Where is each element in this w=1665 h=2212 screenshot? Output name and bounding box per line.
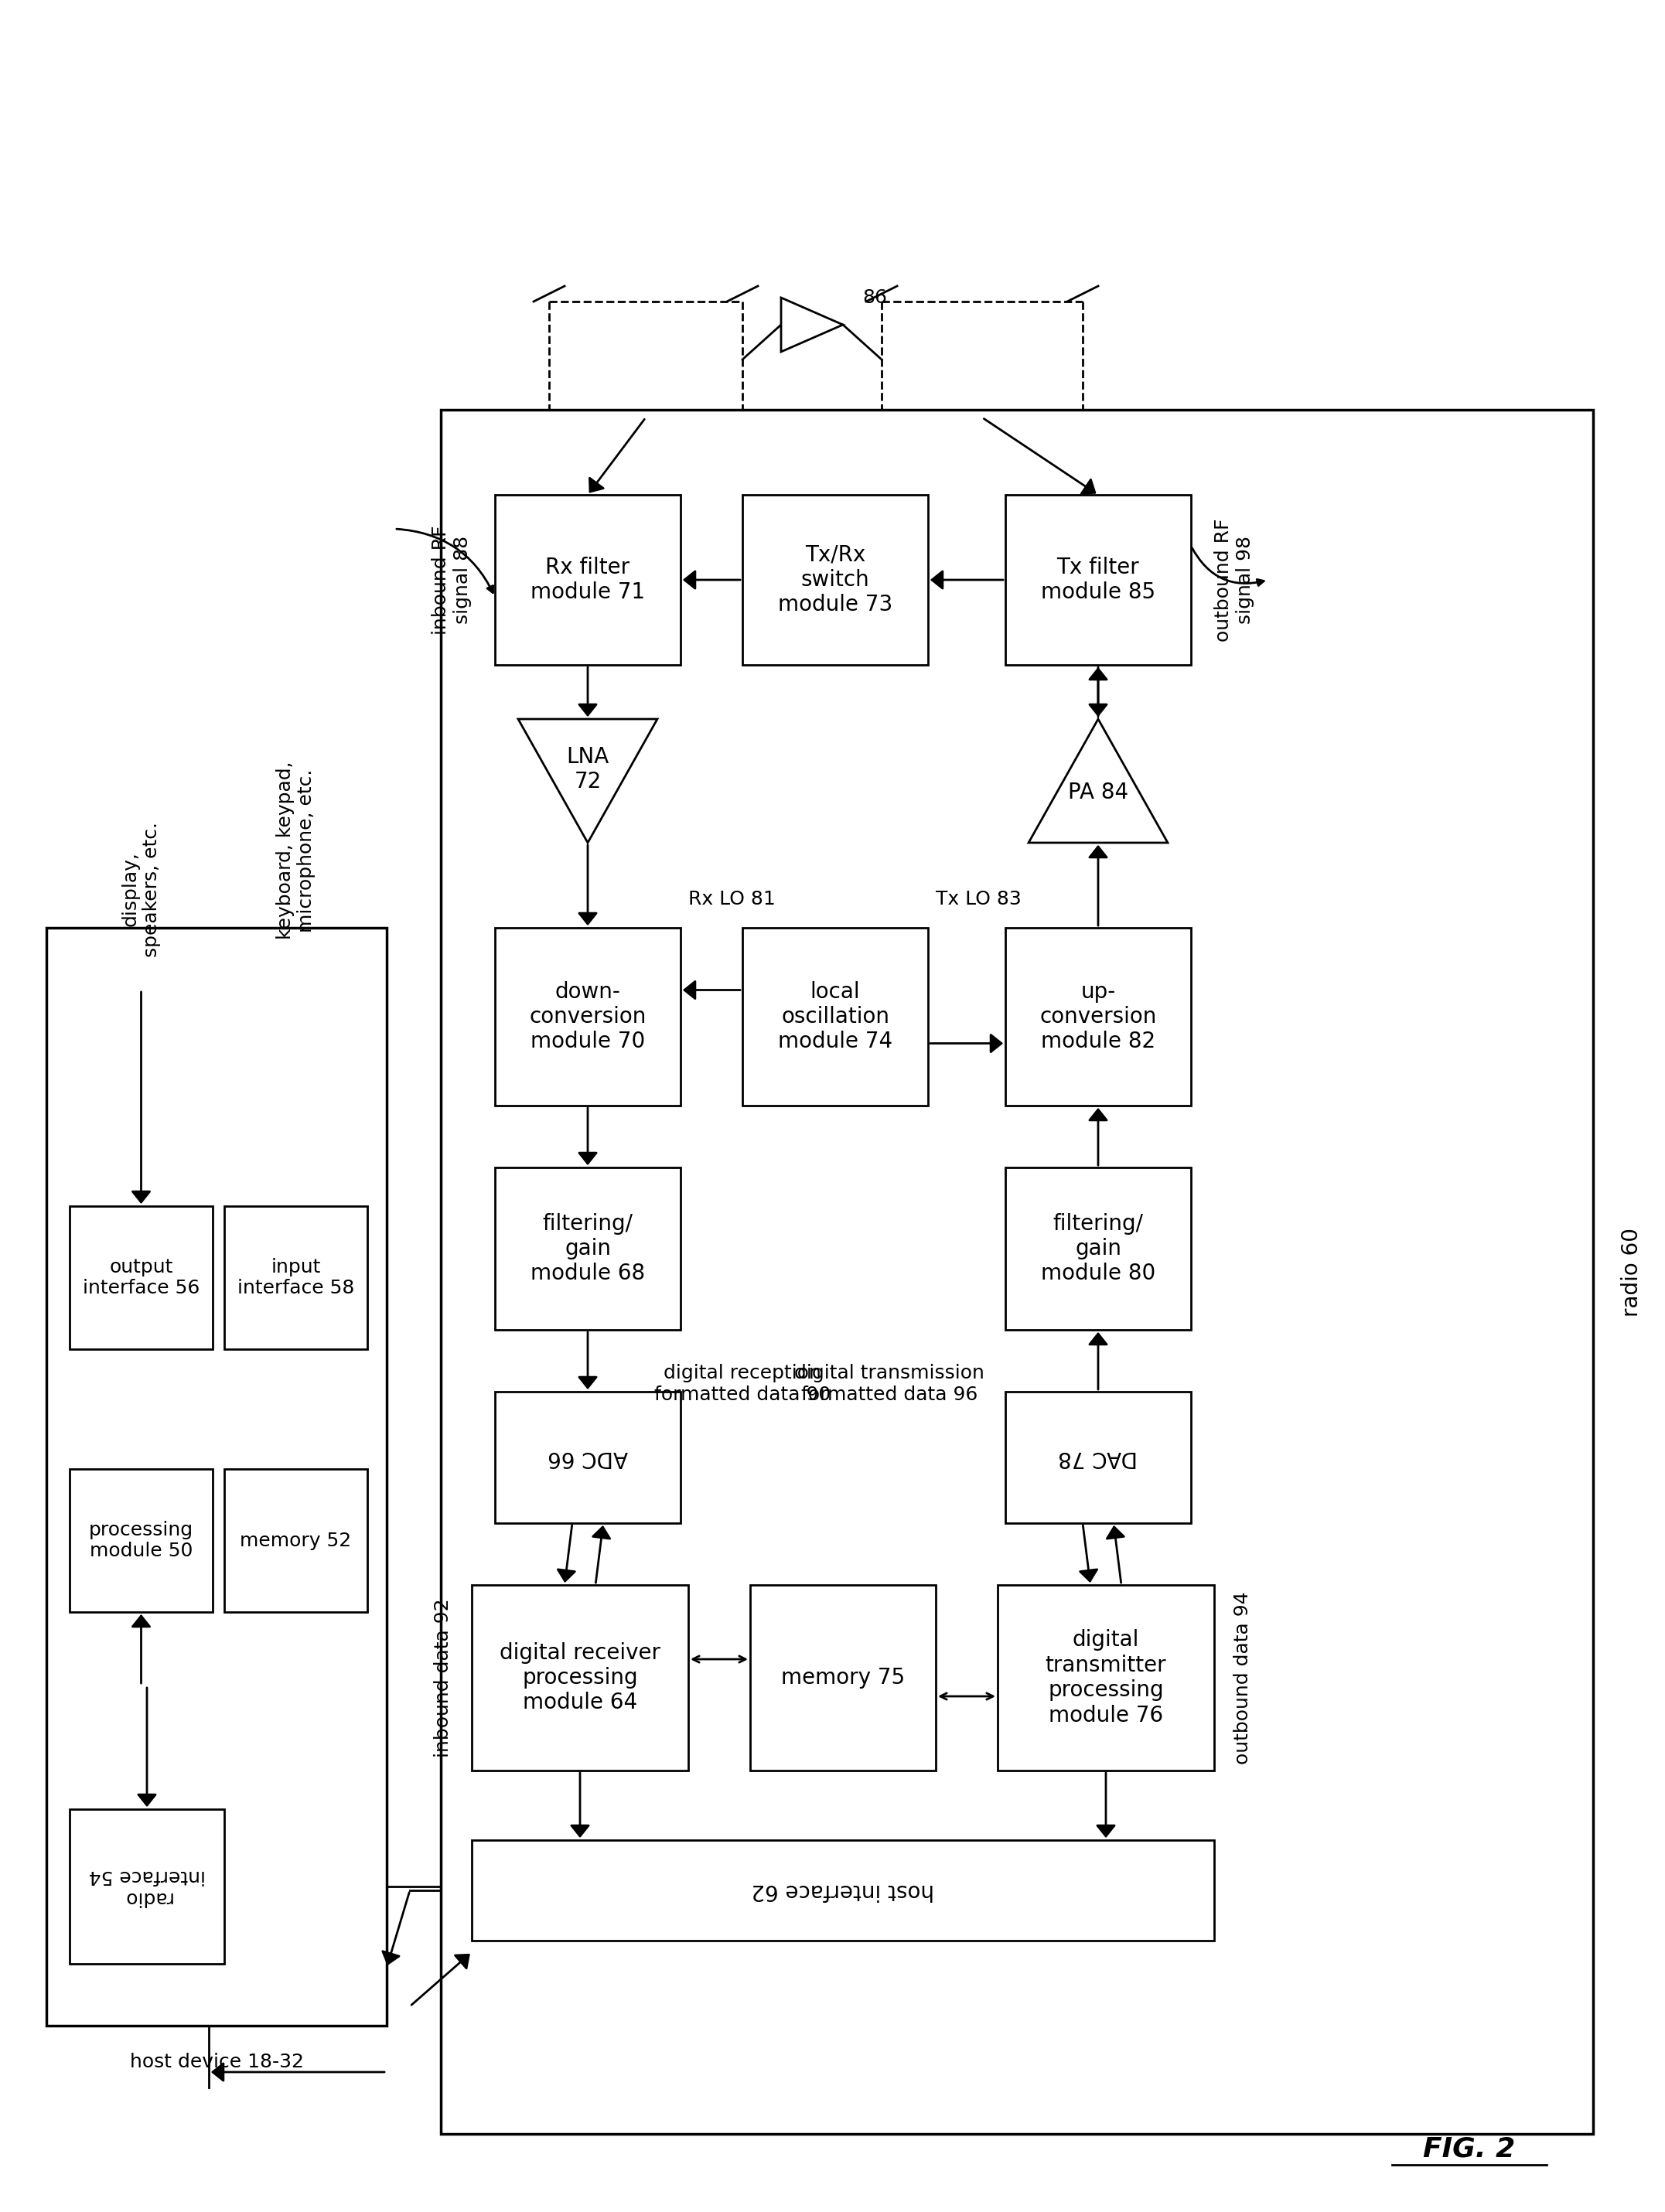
Bar <box>225 1206 368 1349</box>
Bar <box>47 927 386 2026</box>
Bar <box>471 1840 1214 1940</box>
Text: digital reception
formatted data 90: digital reception formatted data 90 <box>654 1365 831 1405</box>
Text: inbound RF
signal 88: inbound RF signal 88 <box>431 524 471 635</box>
Text: keyboard, keypad,
microphone, etc.: keyboard, keypad, microphone, etc. <box>276 761 316 940</box>
Text: Tx/Rx
switch
module 73: Tx/Rx switch module 73 <box>778 544 892 615</box>
Text: FIG. 2: FIG. 2 <box>1424 2137 1515 2163</box>
Text: host device 18-32: host device 18-32 <box>130 2053 303 2070</box>
Text: host interface 62: host interface 62 <box>751 1880 934 1900</box>
Text: ADC 66: ADC 66 <box>548 1447 628 1469</box>
Polygon shape <box>1029 719 1167 843</box>
Bar <box>1006 927 1190 1106</box>
Bar <box>495 1391 681 1524</box>
Bar <box>1006 1168 1190 1329</box>
Text: memory 52: memory 52 <box>240 1531 351 1551</box>
Text: filtering/
gain
module 80: filtering/ gain module 80 <box>1041 1212 1156 1285</box>
Text: digital
transmitter
processing
module 76: digital transmitter processing module 76 <box>1046 1630 1167 1725</box>
Text: Tx filter
module 85: Tx filter module 85 <box>1041 557 1156 604</box>
Text: filtering/
gain
module 68: filtering/ gain module 68 <box>531 1212 644 1285</box>
Bar <box>1006 495 1190 666</box>
Text: local
oscillation
module 74: local oscillation module 74 <box>778 980 892 1053</box>
Text: DAC 78: DAC 78 <box>1059 1447 1137 1469</box>
Text: 86: 86 <box>862 288 887 307</box>
Bar <box>441 409 1593 2135</box>
Bar <box>70 1469 213 1613</box>
Bar <box>70 1809 225 1964</box>
Text: digital transmission
formatted data 96: digital transmission formatted data 96 <box>794 1365 984 1405</box>
Text: Rx LO 81: Rx LO 81 <box>688 889 776 909</box>
Bar <box>495 495 681 666</box>
Text: down-
conversion
module 70: down- conversion module 70 <box>529 980 646 1053</box>
Text: up-
conversion
module 82: up- conversion module 82 <box>1039 980 1157 1053</box>
Text: output
interface 56: output interface 56 <box>83 1259 200 1298</box>
Text: memory 75: memory 75 <box>781 1668 904 1688</box>
Bar <box>495 927 681 1106</box>
Text: outbound RF
signal 98: outbound RF signal 98 <box>1214 518 1254 641</box>
Text: radio
interface 54: radio interface 54 <box>88 1867 205 1907</box>
Text: inbound data 92: inbound data 92 <box>435 1599 453 1756</box>
Polygon shape <box>781 299 842 352</box>
Text: digital receiver
processing
module 64: digital receiver processing module 64 <box>500 1641 661 1714</box>
Text: Tx LO 83: Tx LO 83 <box>936 889 1021 909</box>
Bar <box>495 1168 681 1329</box>
Text: display,
speakers, etc.: display, speakers, etc. <box>122 821 162 958</box>
Bar <box>471 1586 688 1770</box>
Bar <box>225 1469 368 1613</box>
Bar <box>743 495 927 666</box>
Text: LNA
72: LNA 72 <box>566 745 609 792</box>
Text: radio 60: radio 60 <box>1622 1228 1643 1316</box>
Bar <box>997 1586 1214 1770</box>
Bar <box>70 1206 213 1349</box>
Bar <box>751 1586 936 1770</box>
Text: PA 84: PA 84 <box>1067 781 1129 803</box>
Bar <box>1006 1391 1190 1524</box>
Text: input
interface 58: input interface 58 <box>238 1259 355 1298</box>
Text: outbound data 94: outbound data 94 <box>1234 1590 1252 1765</box>
Text: processing
module 50: processing module 50 <box>88 1520 193 1559</box>
Polygon shape <box>518 719 658 843</box>
Bar <box>743 927 927 1106</box>
Text: Rx filter
module 71: Rx filter module 71 <box>531 557 644 604</box>
